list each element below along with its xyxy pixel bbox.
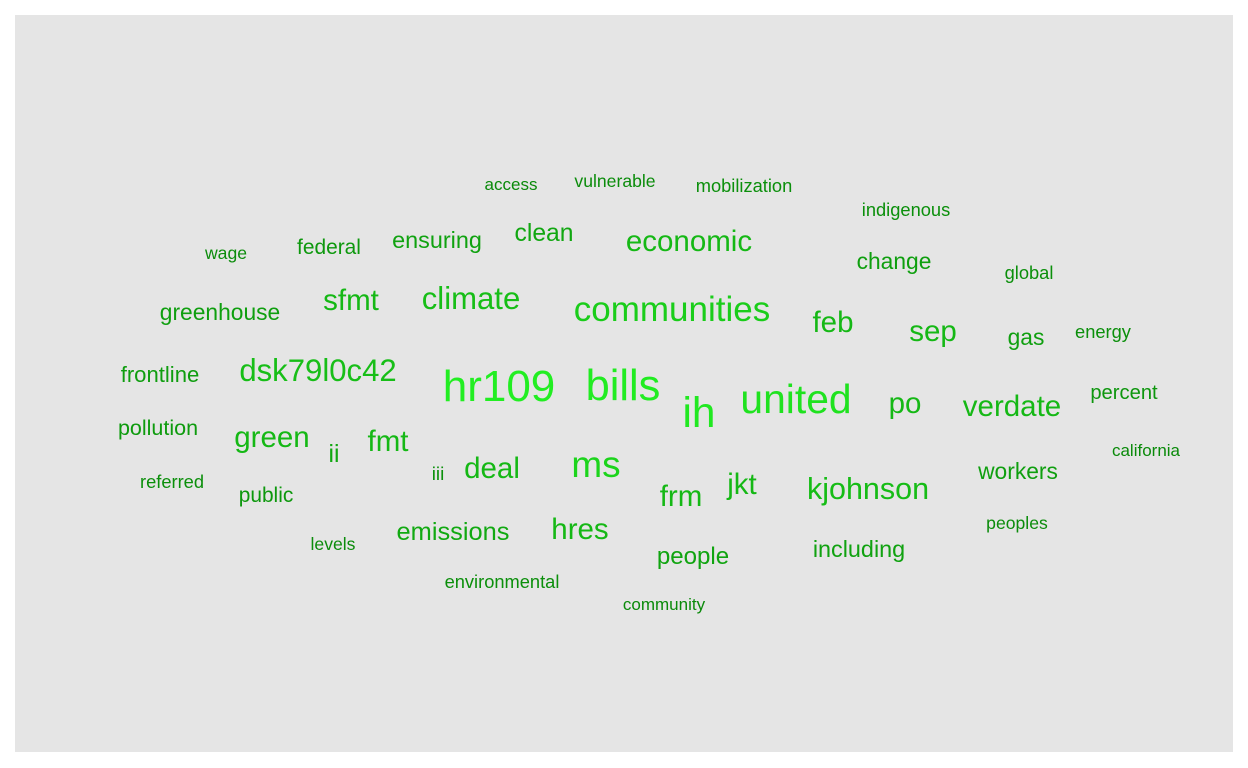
word-green: green: [234, 421, 309, 454]
word-economic: economic: [626, 225, 752, 258]
word-ii: ii: [329, 441, 340, 468]
word-climate: climate: [422, 281, 521, 316]
word-gas: gas: [1008, 324, 1045, 350]
word-california: california: [1112, 441, 1181, 460]
word-wage: wage: [204, 243, 247, 263]
word-communities: communities: [574, 290, 770, 329]
word-change: change: [857, 248, 932, 274]
word-energy: energy: [1075, 321, 1132, 342]
word-verdate: verdate: [963, 390, 1061, 423]
word-hres: hres: [551, 513, 608, 546]
word-including: including: [813, 536, 905, 562]
word-dsk79l0c42: dsk79l0c42: [239, 353, 396, 388]
word-ms: ms: [571, 444, 620, 485]
word-access: access: [485, 175, 538, 194]
word-workers: workers: [977, 458, 1058, 484]
word-levels: levels: [311, 534, 356, 554]
word-iii: iii: [432, 464, 445, 485]
word-deal: deal: [464, 452, 520, 485]
word-frontline: frontline: [121, 362, 200, 387]
word-greenhouse: greenhouse: [160, 299, 280, 325]
word-people: people: [657, 543, 729, 570]
word-frm: frm: [660, 480, 703, 513]
word-emissions: emissions: [397, 518, 510, 546]
word-fmt: fmt: [368, 425, 409, 458]
word-hr109: hr109: [443, 362, 556, 411]
word-referred: referred: [140, 471, 204, 492]
word-ih: ih: [683, 389, 716, 436]
word-bills: bills: [586, 362, 661, 410]
word-global: global: [1005, 262, 1054, 283]
word-mobilization: mobilization: [696, 175, 793, 196]
word-environmental: environmental: [445, 571, 560, 592]
word-kjohnson: kjohnson: [807, 472, 929, 506]
word-peoples: peoples: [986, 513, 1048, 533]
word-federal: federal: [297, 236, 361, 259]
word-indigenous: indigenous: [862, 199, 950, 220]
plot-panel: [15, 15, 1233, 752]
word-feb: feb: [812, 306, 853, 339]
word-united: united: [740, 376, 851, 422]
word-community: community: [623, 595, 706, 614]
word-clean: clean: [514, 220, 573, 247]
word-sep: sep: [909, 315, 957, 348]
word-pollution: pollution: [118, 416, 198, 440]
word-public: public: [239, 484, 294, 507]
word-percent: percent: [1090, 382, 1158, 404]
word-sfmt: sfmt: [323, 284, 379, 317]
word-ensuring: ensuring: [392, 227, 482, 253]
word-jkt: jkt: [726, 468, 757, 501]
word-vulnerable: vulnerable: [574, 171, 655, 191]
word-po: po: [889, 387, 922, 420]
